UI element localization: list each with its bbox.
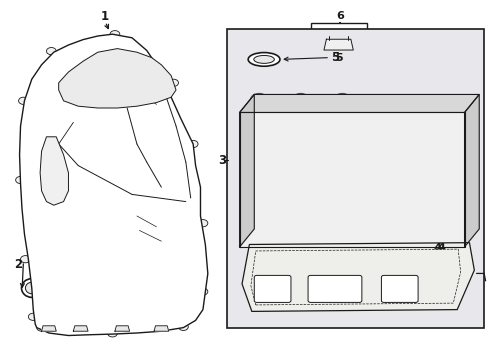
Polygon shape [250,249,460,305]
Polygon shape [239,94,478,112]
Polygon shape [41,326,56,331]
FancyBboxPatch shape [381,275,417,302]
Circle shape [295,96,305,103]
FancyBboxPatch shape [254,275,290,302]
Circle shape [110,31,120,38]
Circle shape [291,93,309,106]
Circle shape [198,288,207,295]
Text: 4: 4 [437,243,445,253]
Polygon shape [59,49,176,108]
Polygon shape [464,94,478,247]
Circle shape [37,324,46,331]
Circle shape [313,194,321,199]
Ellipse shape [329,72,346,79]
Circle shape [107,330,117,337]
Polygon shape [239,94,254,247]
Ellipse shape [97,249,128,269]
Circle shape [401,204,409,210]
Circle shape [337,96,346,103]
Bar [310,23,366,95]
Polygon shape [154,326,168,331]
Circle shape [137,155,151,166]
Text: 6: 6 [335,11,343,21]
Circle shape [372,197,380,203]
Circle shape [20,256,30,263]
Circle shape [178,323,188,330]
Text: 5: 5 [330,51,338,64]
Polygon shape [242,243,473,311]
Circle shape [284,201,292,207]
Circle shape [247,215,255,221]
Ellipse shape [25,282,38,294]
Text: 3: 3 [218,154,226,167]
Circle shape [130,150,158,170]
Ellipse shape [21,279,42,297]
Polygon shape [239,112,464,247]
Circle shape [28,313,38,320]
FancyBboxPatch shape [307,275,361,302]
Circle shape [254,96,264,103]
Ellipse shape [248,53,279,66]
Circle shape [264,208,272,214]
Text: 4: 4 [433,242,441,255]
Text: 1: 1 [101,10,109,23]
Polygon shape [40,137,68,205]
Circle shape [46,48,56,55]
Ellipse shape [253,55,274,63]
Text: 2: 2 [15,258,22,271]
Polygon shape [115,326,129,331]
Bar [227,29,483,328]
Circle shape [19,97,28,104]
Circle shape [250,93,267,106]
Circle shape [198,220,207,227]
Ellipse shape [325,69,351,82]
Circle shape [343,194,350,199]
Polygon shape [73,326,88,331]
Polygon shape [323,39,352,50]
Circle shape [16,176,25,184]
Polygon shape [20,34,207,336]
Circle shape [71,229,154,290]
Circle shape [172,219,184,228]
Circle shape [168,79,178,86]
Circle shape [333,93,350,106]
Text: 5: 5 [334,53,342,63]
Circle shape [188,140,198,148]
Circle shape [166,214,190,232]
Circle shape [56,218,168,301]
Circle shape [88,241,137,277]
